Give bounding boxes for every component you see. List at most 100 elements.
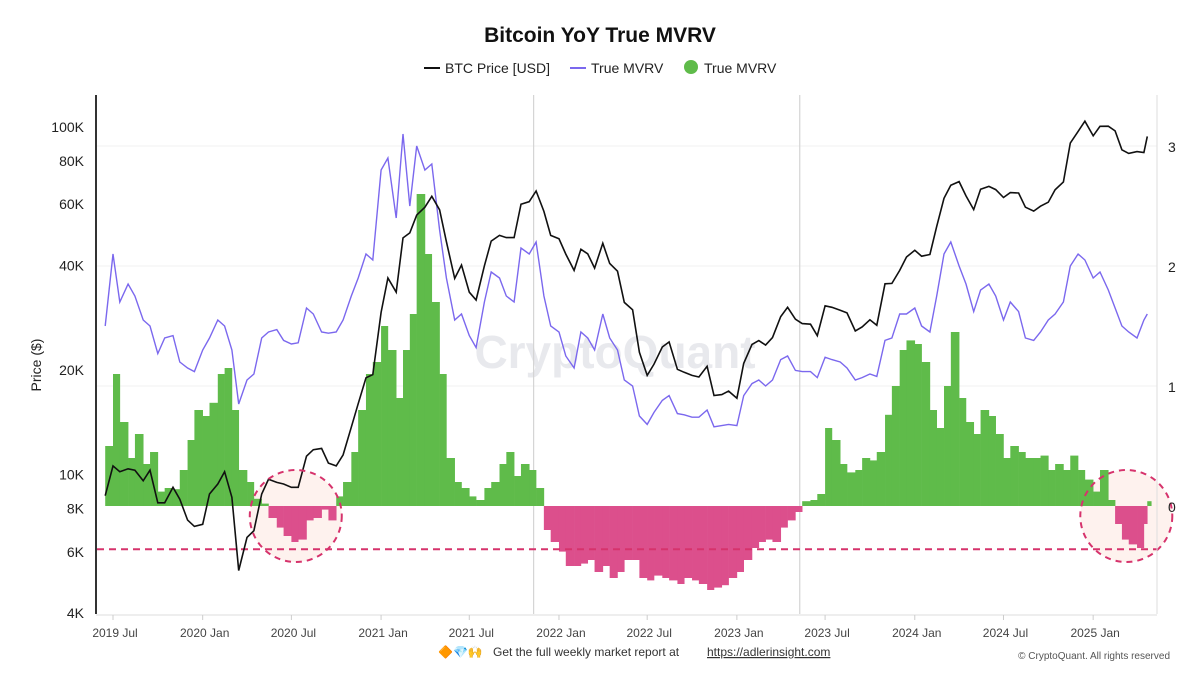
x-tick-label: 2025 Jan	[1070, 626, 1119, 640]
legend: BTC Price [USD] True MVRV True MVRV	[424, 60, 777, 76]
mvrv-bar-negative	[677, 506, 685, 584]
footer-text: Get the full weekly market report at	[493, 645, 680, 659]
mvrv-bar-negative	[758, 506, 766, 542]
mvrv-bar-positive	[134, 434, 144, 506]
copyright: © CryptoQuant. All rights reserved	[1018, 651, 1170, 662]
mvrv-bar-positive	[409, 314, 417, 506]
mvrv-bar-positive	[1040, 455, 1049, 506]
mvrv-bar-positive	[164, 488, 174, 506]
mvrv-bar-positive	[840, 464, 848, 506]
mvrv-bar-negative	[550, 506, 560, 542]
mvrv-bar-negative	[306, 506, 314, 521]
mvrv-bar-positive	[1093, 491, 1101, 506]
mvrv-bar-positive	[506, 452, 515, 506]
legend-mvrv-bar-label[interactable]: True MVRV	[704, 60, 777, 76]
x-tick-label: 2023 Jan	[714, 626, 763, 640]
x-tick-label: 2023 Jul	[804, 626, 849, 640]
mvrv-bar-positive	[529, 470, 537, 506]
x-tick-label: 2021 Jul	[449, 626, 494, 640]
y-left-tick-label: 6K	[67, 544, 85, 560]
mvrv-bar-positive	[973, 434, 981, 506]
mvrv-bar-negative	[313, 506, 322, 518]
mvrv-bar-positive	[403, 350, 411, 506]
mvrv-bar-positive	[157, 491, 165, 506]
mvrv-bar-positive	[143, 464, 151, 506]
mvrv-bar-negative	[321, 506, 329, 510]
mvrv-bar-negative	[328, 506, 337, 521]
mvrv-bar-negative	[580, 506, 589, 564]
mvrv-bar-positive	[921, 362, 931, 506]
mvrv-bar-negative	[707, 506, 715, 590]
mvrv-bar-positive	[491, 482, 500, 506]
mvrv-bar-positive	[381, 326, 389, 506]
mvrv-bar-positive	[1070, 455, 1079, 506]
mvrv-bar-positive	[869, 460, 878, 506]
vertical-markers	[533, 95, 801, 614]
mvrv-bar-negative	[639, 506, 648, 578]
mvrv-bar-positive	[891, 386, 900, 506]
mvrv-bar-positive	[217, 374, 225, 506]
mvrv-bar-positive	[1033, 458, 1041, 506]
mvrv-bar-positive	[950, 332, 960, 506]
watermark: CryptoQuant	[474, 326, 755, 378]
mvrv-bars	[105, 194, 1152, 590]
grid	[97, 145, 1157, 387]
mvrv-bar-negative	[276, 506, 284, 528]
y-right-ticks: 0 1 2 3	[1168, 139, 1176, 515]
mvrv-bar-negative	[298, 506, 307, 540]
mvrv-bar-negative	[698, 506, 708, 584]
mvrv-bar-negative	[1115, 506, 1123, 524]
mvrv-bar-negative	[795, 506, 803, 512]
mvrv-bar-positive	[224, 368, 233, 506]
highlight-circle-outlines	[248, 469, 1174, 563]
mvrv-bar-positive	[343, 482, 352, 506]
mvrv-bar-negative	[565, 506, 575, 566]
mvrv-bar-positive	[929, 410, 938, 506]
mvrv-bar-positive	[113, 374, 121, 506]
mvrv-bar-negative	[291, 506, 299, 542]
y-left-tick-label: 20K	[59, 362, 85, 378]
price-line	[104, 119, 1149, 571]
mvrv-bar-positive	[536, 488, 545, 506]
mvrv-bar-negative	[684, 506, 693, 578]
x-tick-label: 2020 Jul	[271, 626, 316, 640]
mvrv-bar-positive	[1099, 470, 1109, 506]
mvrv-bar-positive	[365, 374, 374, 506]
mvrv-bar-negative	[669, 506, 678, 581]
y-left-tick-label: 40K	[59, 257, 85, 273]
mvrv-bar-positive	[469, 496, 477, 506]
chart-title: Bitcoin YoY True MVRV	[484, 24, 716, 47]
mvrv-bar-positive	[1018, 452, 1026, 506]
mvrv-bar-positive	[944, 386, 952, 506]
mvrv-bar-positive	[187, 440, 195, 506]
x-tick-label: 2019 Jul	[92, 626, 137, 640]
mvrv-bar-positive	[980, 410, 990, 506]
mvrv-bar-positive	[499, 464, 507, 506]
mvrv-bar-positive	[995, 434, 1004, 506]
mvrv-bar-positive	[358, 410, 367, 506]
x-tick-label: 2022 Jul	[627, 626, 672, 640]
mvrv-bar-negative	[787, 506, 796, 521]
mvrv-bar-positive	[817, 494, 826, 506]
mvrv-bar-negative	[713, 506, 723, 588]
mvrv-bar-positive	[336, 496, 344, 506]
mvrv-bar-positive	[194, 410, 203, 506]
y-left-tick-label: 8K	[67, 500, 85, 516]
legend-price-label[interactable]: BTC Price [USD]	[445, 60, 550, 76]
y-left-tick-label: 60K	[59, 196, 85, 212]
mvrv-bar-negative	[721, 506, 729, 586]
legend-mvrv-line-label[interactable]: True MVRV	[591, 60, 664, 76]
mvrv-bar-positive	[1108, 500, 1116, 506]
mvrv-bar-positive	[247, 482, 255, 506]
legend-mvrv-bar-swatch	[684, 60, 698, 74]
mvrv-bar-negative	[765, 506, 773, 540]
footer-link[interactable]: https://adlerinsight.com	[707, 645, 830, 659]
mvrv-bar-positive	[520, 464, 530, 506]
mvrv-bar-positive	[351, 452, 359, 506]
x-tick-label: 2024 Jan	[892, 626, 941, 640]
mvrv-line	[104, 133, 1148, 428]
mvrv-bar-negative	[736, 506, 744, 572]
mvrv-bar-positive	[209, 402, 219, 506]
mvrv-bar-positive	[959, 398, 967, 506]
